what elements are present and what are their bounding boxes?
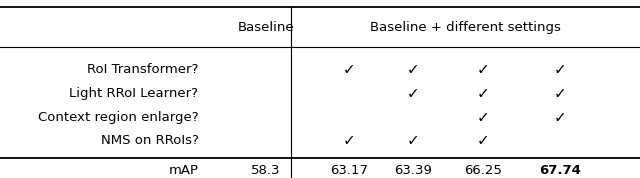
Text: Light RRoI Learner?: Light RRoI Learner? (69, 87, 198, 100)
Text: 63.39: 63.39 (394, 164, 432, 177)
Text: ✓: ✓ (342, 62, 355, 77)
Text: ✓: ✓ (477, 133, 490, 148)
Text: RoI Transformer?: RoI Transformer? (87, 63, 198, 76)
Text: Baseline + different settings: Baseline + different settings (370, 21, 561, 34)
Text: Baseline: Baseline (237, 21, 294, 34)
Text: Context region enlarge?: Context region enlarge? (38, 111, 198, 124)
Text: ✓: ✓ (406, 62, 419, 77)
Text: 66.25: 66.25 (464, 164, 502, 177)
Text: NMS on RRoIs?: NMS on RRoIs? (100, 134, 198, 147)
Text: ✓: ✓ (406, 133, 419, 148)
Text: mAP: mAP (168, 164, 198, 177)
Text: ✓: ✓ (477, 86, 490, 101)
Text: ✓: ✓ (406, 86, 419, 101)
Text: 67.74: 67.74 (539, 164, 581, 177)
Text: ✓: ✓ (342, 133, 355, 148)
Text: ✓: ✓ (477, 110, 490, 125)
Text: ✓: ✓ (554, 62, 566, 77)
Text: 63.17: 63.17 (330, 164, 368, 177)
Text: ✓: ✓ (554, 86, 566, 101)
Text: ✓: ✓ (554, 110, 566, 125)
Text: ✓: ✓ (477, 62, 490, 77)
Text: 58.3: 58.3 (251, 164, 280, 177)
